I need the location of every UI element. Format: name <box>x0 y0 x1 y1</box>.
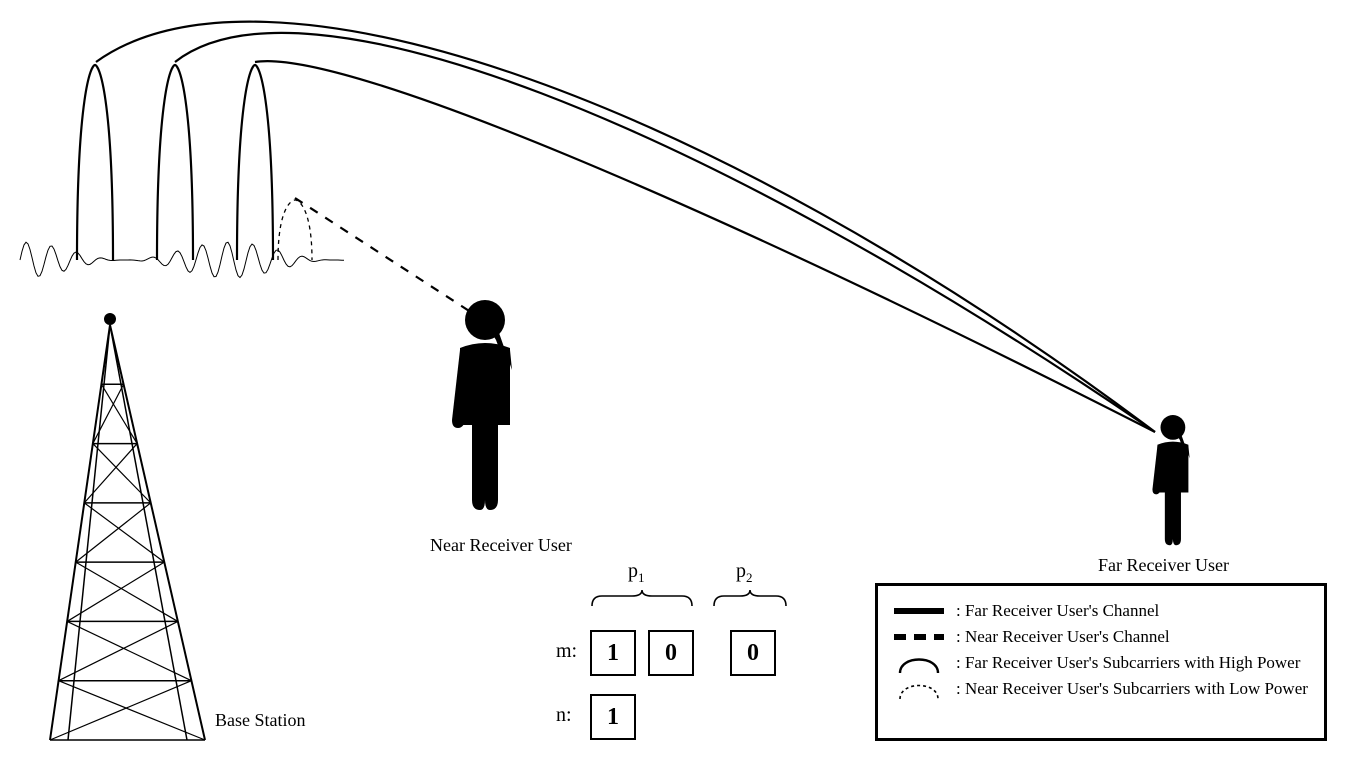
n-label: n: <box>556 704 572 727</box>
near-person <box>452 300 512 510</box>
legend-text: : Far Receiver User's Subcarriers with H… <box>956 653 1300 673</box>
subcarrier-envelope <box>20 242 344 277</box>
p2-brace <box>712 588 788 608</box>
p1-label: p1 <box>628 560 645 586</box>
m-bit-1: 0 <box>648 630 694 676</box>
m-label: m: <box>556 640 577 663</box>
n-bit-0: 1 <box>590 694 636 740</box>
legend-text: : Near Receiver User's Channel <box>956 627 1170 647</box>
subcarrier-short <box>278 200 312 260</box>
p2-label: p2 <box>736 560 753 586</box>
legend-text: : Far Receiver User's Channel <box>956 601 1159 621</box>
far-user-label: Far Receiver User <box>1098 555 1229 576</box>
m-bit-2: 0 <box>730 630 776 676</box>
diagram-container: Base Station Near Receiver User Far Rece… <box>0 0 1345 768</box>
m-bit-0: 1 <box>590 630 636 676</box>
legend-sample-arc-solid <box>892 652 946 674</box>
legend-sample-dashed-line <box>892 626 946 648</box>
base-station-tower <box>50 313 205 740</box>
subcarriers-tall <box>77 65 273 260</box>
legend-sample-solid-line <box>892 600 946 622</box>
legend-row-3: : Near Receiver User's Subcarriers with … <box>892 678 1310 700</box>
legend-row-0: : Far Receiver User's Channel <box>892 600 1310 622</box>
legend-row-1: : Near Receiver User's Channel <box>892 626 1310 648</box>
near-channel <box>295 198 480 318</box>
far-channels <box>96 22 1155 432</box>
legend-text: : Near Receiver User's Subcarriers with … <box>956 679 1308 699</box>
legend-sample-arc-dotted <box>892 678 946 700</box>
base-station-label: Base Station <box>215 710 306 731</box>
near-user-label: Near Receiver User <box>430 535 572 556</box>
legend-box: : Far Receiver User's Channel : Near Rece… <box>875 583 1327 741</box>
legend-row-2: : Far Receiver User's Subcarriers with H… <box>892 652 1310 674</box>
far-person <box>1152 415 1189 545</box>
p1-brace <box>590 588 694 608</box>
